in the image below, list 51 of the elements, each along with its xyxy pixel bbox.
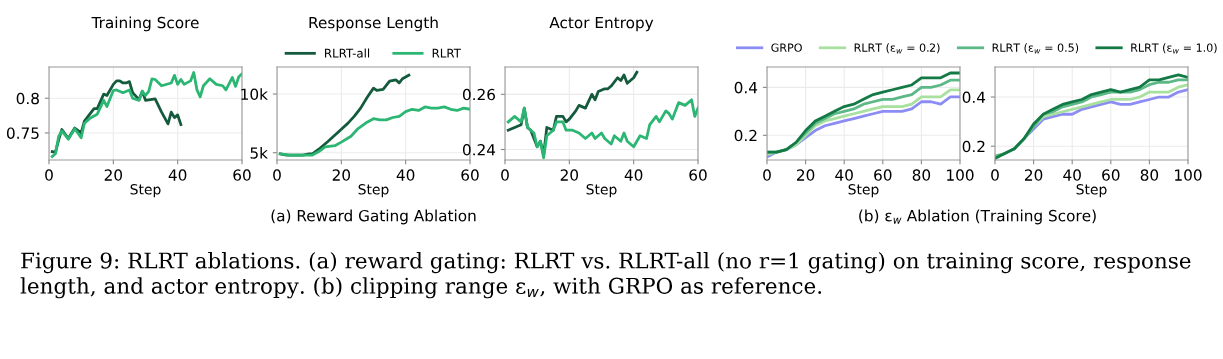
- x-tick-label: 40: [1063, 169, 1081, 181]
- text: (a) Reward Gating Ablation: [271, 209, 476, 225]
- legend-label: RLRT: [432, 48, 461, 58]
- x-tick-label: 40: [835, 169, 853, 181]
- x-tick-label: 20: [104, 169, 123, 181]
- y-tick-label: 10k: [241, 88, 268, 101]
- x-tick-label: 60: [461, 169, 479, 181]
- chart-title: Actor Entropy: [549, 16, 654, 32]
- y-tick-label: 0.2: [734, 129, 757, 142]
- y-tick-label: 0.8: [16, 92, 39, 105]
- text: (b) ε$_{w}$ Ablation (Training Score): [859, 209, 1096, 225]
- legend-label: RLRT (ε$_{w}$ = 1.0): [1131, 43, 1217, 54]
- chart-title: Response Length: [309, 16, 438, 32]
- legend-label: GRPO: [771, 43, 802, 52]
- x-axis-title: Step: [1076, 184, 1107, 198]
- x-tick-label: 40: [168, 169, 187, 181]
- x-tick-label: 80: [912, 169, 931, 181]
- x-tick-label: 80: [1140, 169, 1159, 181]
- y-tick-label: 0.2: [962, 140, 985, 153]
- x-tick-label: 20: [1025, 169, 1043, 181]
- x-tick-label: 60: [689, 169, 707, 181]
- y-tick-label: 0.4: [734, 81, 758, 94]
- x-axis-title: Step: [848, 184, 879, 198]
- x-tick-label: 60: [874, 169, 892, 181]
- y-tick-label: 0.24: [462, 143, 496, 156]
- x-axis-title: Step: [586, 184, 617, 198]
- y-tick-label: 0.75: [6, 127, 39, 139]
- x-tick-label: 20: [797, 169, 815, 181]
- x-tick-label: 20: [332, 169, 351, 181]
- x-tick-label: 0: [45, 169, 53, 181]
- legend-label: RLRT-all: [325, 48, 370, 58]
- x-axis-title: Step: [130, 184, 161, 198]
- legend-label: RLRT (ε$_{w}$ = 0.5): [992, 43, 1079, 54]
- x-tick-label: 60: [233, 169, 251, 181]
- y-tick-label: 0.26: [462, 88, 496, 101]
- chart-title: Training Score: [91, 16, 199, 32]
- x-tick-label: 0: [273, 169, 281, 181]
- x-axis-title: Step: [358, 184, 389, 198]
- x-tick-label: 100: [1175, 169, 1202, 181]
- x-tick-label: 20: [560, 169, 579, 181]
- y-tick-label: 5k: [250, 146, 268, 159]
- x-tick-label: 0: [763, 169, 771, 181]
- x-tick-label: 100: [947, 169, 974, 181]
- legend-label: RLRT (ε$_{w}$ = 0.2): [854, 43, 940, 54]
- x-tick-label: 60: [1102, 169, 1120, 181]
- x-tick-label: 40: [396, 169, 415, 181]
- x-tick-label: 40: [624, 169, 643, 181]
- x-tick-label: 0: [991, 169, 999, 181]
- x-tick-label: 0: [501, 169, 509, 181]
- y-tick-label: 0.4: [962, 91, 986, 104]
- caption: Figure 9: RLRT ablations. (a) reward gating: RLRT vs. RLRT-all (no r=1 gating) on training score, response length, and actor entropy. (b) clipping range ε$_{w}$, with GRPO as reference.: [20, 252, 1191, 299]
